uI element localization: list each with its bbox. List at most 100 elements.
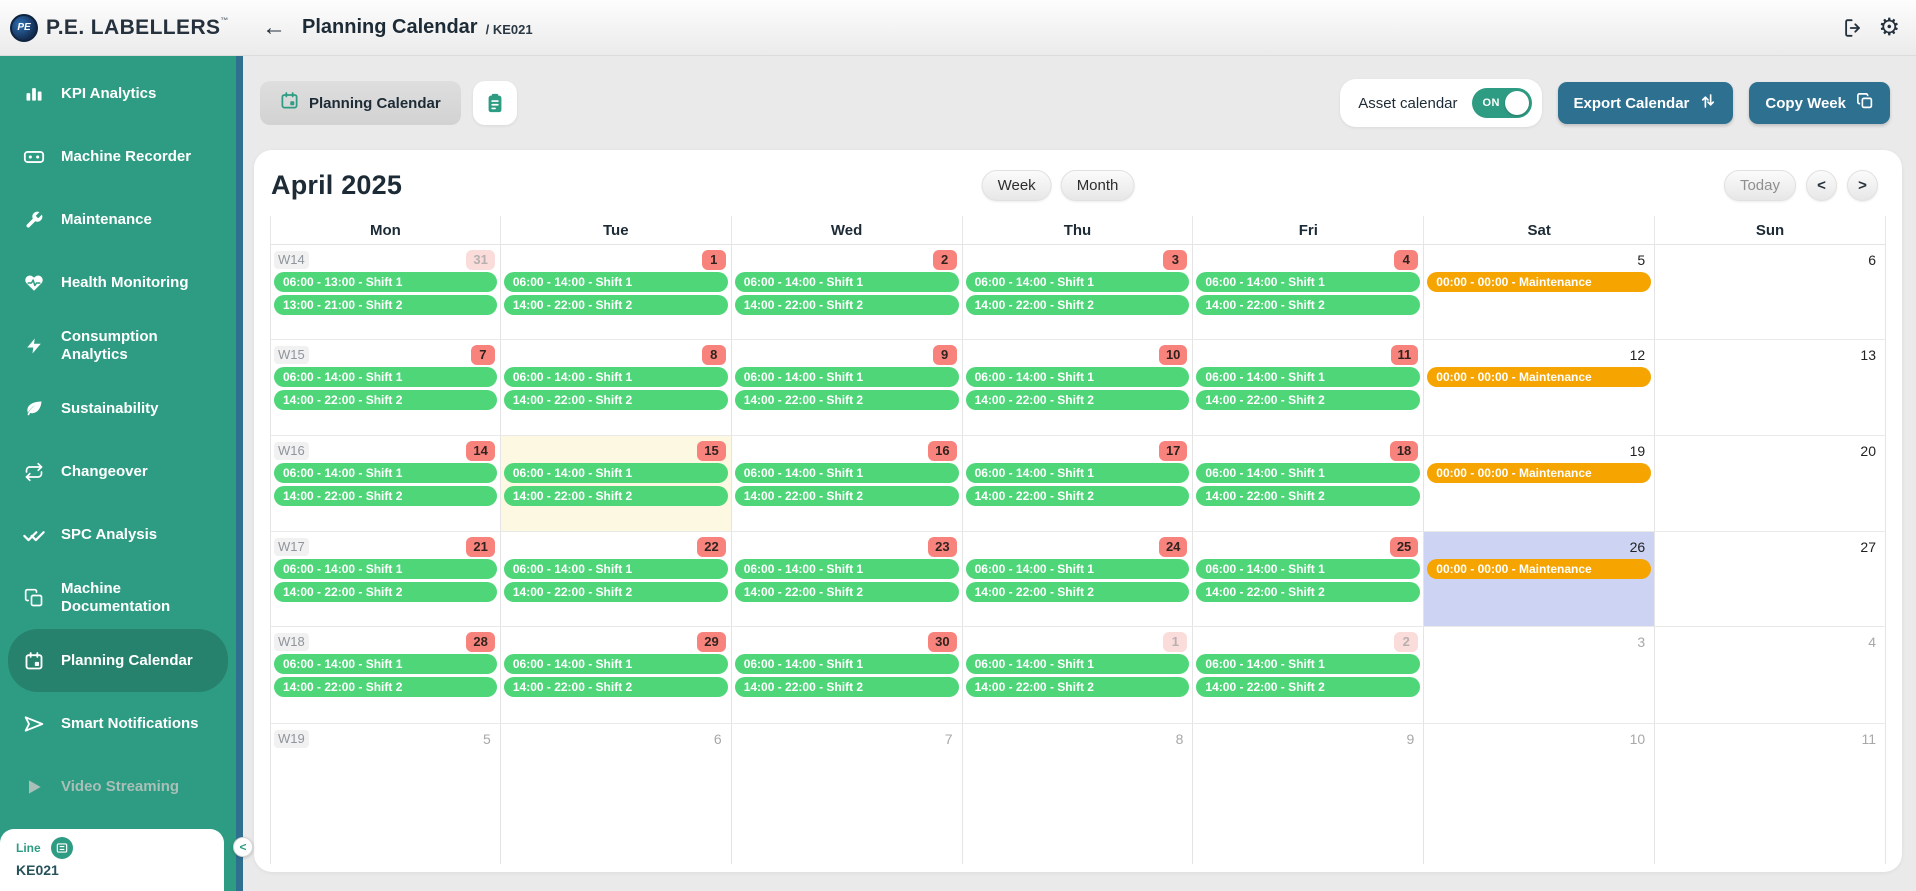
calendar-day-cell[interactable]: 22 06:00 - 14:00 - Shift 1 14:00 - 22:00 -… — [501, 532, 732, 626]
shift-event[interactable]: 14:00 - 22:00 - Shift 2 — [734, 677, 959, 697]
calendar-day-cell[interactable]: 27 — [1655, 532, 1886, 626]
maintenance-event[interactable]: 00:00 - 00:00 - Maintenance — [1427, 559, 1652, 579]
shift-event[interactable]: 14:00 - 22:00 - Shift 2 — [734, 390, 959, 410]
shift-event[interactable]: 06:00 - 14:00 - Shift 1 — [734, 654, 959, 674]
calendar-day-cell[interactable]: 23 06:00 - 14:00 - Shift 1 14:00 - 22:00 -… — [732, 532, 963, 626]
shift-event[interactable]: 14:00 - 22:00 - Shift 2 — [1196, 295, 1421, 315]
shift-event[interactable]: 06:00 - 14:00 - Shift 1 — [274, 559, 497, 579]
shift-event[interactable]: 14:00 - 22:00 - Shift 2 — [503, 677, 728, 697]
calendar-day-cell[interactable]: 11 06:00 - 14:00 - Shift 1 14:00 - 22:00 -… — [1193, 340, 1425, 435]
maintenance-event[interactable]: 00:00 - 00:00 - Maintenance — [1427, 463, 1652, 483]
sidebar-item-sustainability[interactable]: Sustainability — [0, 377, 236, 440]
export-calendar-button[interactable]: Export Calendar — [1557, 82, 1734, 124]
clipboard-icon[interactable] — [472, 81, 517, 125]
shift-event[interactable]: 06:00 - 14:00 - Shift 1 — [1196, 654, 1421, 674]
shift-event[interactable]: 14:00 - 22:00 - Shift 2 — [965, 486, 1190, 506]
calendar-day-cell[interactable]: 6 — [501, 724, 732, 864]
shift-event[interactable]: 06:00 - 14:00 - Shift 1 — [503, 559, 728, 579]
shift-event[interactable]: 06:00 - 14:00 - Shift 1 — [965, 559, 1190, 579]
shift-event[interactable]: 14:00 - 22:00 - Shift 2 — [503, 582, 728, 602]
shift-event[interactable]: 14:00 - 22:00 - Shift 2 — [734, 582, 959, 602]
shift-event[interactable]: 14:00 - 22:00 - Shift 2 — [274, 582, 497, 602]
shift-event[interactable]: 13:00 - 21:00 - Shift 2 — [274, 295, 497, 315]
calendar-day-cell[interactable]: 10 — [1424, 724, 1656, 864]
shift-event[interactable]: 06:00 - 14:00 - Shift 1 — [1196, 367, 1421, 387]
calendar-day-cell[interactable]: 5 00:00 - 00:00 - Maintenance — [1424, 245, 1656, 339]
shift-event[interactable]: 06:00 - 14:00 - Shift 1 — [274, 463, 497, 483]
shift-event[interactable]: 14:00 - 22:00 - Shift 2 — [734, 486, 959, 506]
sidebar-item-machine-documentation[interactable]: Machine Documentation — [0, 566, 236, 629]
back-button[interactable]: ← — [262, 13, 286, 41]
calendar-day-cell[interactable]: W15 7 06:00 - 14:00 - Shift 1 14:00 - 22:00… — [270, 340, 501, 435]
calendar-day-cell[interactable]: 9 — [1193, 724, 1425, 864]
calendar-day-cell[interactable]: 2 06:00 - 14:00 - Shift 1 14:00 - 22:00 - … — [732, 245, 963, 339]
calendar-day-cell[interactable]: 16 06:00 - 14:00 - Shift 1 14:00 - 22:00 -… — [732, 436, 963, 531]
sidebar-item-spc-analysis[interactable]: SPC Analysis — [0, 503, 236, 566]
shift-event[interactable]: 06:00 - 14:00 - Shift 1 — [1196, 463, 1421, 483]
prev-month-button[interactable]: < — [1806, 170, 1837, 201]
shift-event[interactable]: 14:00 - 22:00 - Shift 2 — [965, 295, 1190, 315]
shift-event[interactable]: 06:00 - 14:00 - Shift 1 — [274, 654, 497, 674]
logout-icon[interactable] — [1842, 17, 1864, 39]
calendar-day-cell[interactable]: 11 — [1655, 724, 1886, 864]
shift-event[interactable]: 06:00 - 14:00 - Shift 1 — [1196, 272, 1421, 292]
calendar-day-cell[interactable]: 20 — [1655, 436, 1886, 531]
shift-event[interactable]: 14:00 - 22:00 - Shift 2 — [274, 486, 497, 506]
calendar-day-cell[interactable]: 13 — [1655, 340, 1886, 435]
calendar-day-cell[interactable]: W14 31 06:00 - 13:00 - Shift 1 13:00 - 21:0… — [270, 245, 501, 339]
shift-event[interactable]: 14:00 - 22:00 - Shift 2 — [734, 295, 959, 315]
sidebar-item-machine-recorder[interactable]: Machine Recorder — [0, 125, 236, 188]
calendar-day-cell[interactable]: 25 06:00 - 14:00 - Shift 1 14:00 - 22:00 -… — [1193, 532, 1425, 626]
tab-planning-calendar[interactable]: Planning Calendar — [260, 81, 461, 125]
shift-event[interactable]: 14:00 - 22:00 - Shift 2 — [503, 390, 728, 410]
calendar-day-cell[interactable]: W19 5 — [270, 724, 501, 864]
shift-event[interactable]: 06:00 - 13:00 - Shift 1 — [274, 272, 497, 292]
shift-event[interactable]: 06:00 - 14:00 - Shift 1 — [503, 367, 728, 387]
calendar-day-cell[interactable]: 1 06:00 - 14:00 - Shift 1 14:00 - 22:00 - … — [501, 245, 732, 339]
shift-event[interactable]: 14:00 - 22:00 - Shift 2 — [274, 677, 497, 697]
calendar-day-cell[interactable]: 3 06:00 - 14:00 - Shift 1 14:00 - 22:00 - … — [963, 245, 1194, 339]
shift-event[interactable]: 06:00 - 14:00 - Shift 1 — [734, 272, 959, 292]
shift-event[interactable]: 06:00 - 14:00 - Shift 1 — [965, 367, 1190, 387]
shift-event[interactable]: 06:00 - 14:00 - Shift 1 — [503, 272, 728, 292]
sidebar-item-consumption-analytics[interactable]: Consumption Analytics — [0, 314, 236, 377]
calendar-day-cell[interactable]: 4 06:00 - 14:00 - Shift 1 14:00 - 22:00 - … — [1193, 245, 1425, 339]
shift-event[interactable]: 06:00 - 14:00 - Shift 1 — [965, 463, 1190, 483]
shift-event[interactable]: 14:00 - 22:00 - Shift 2 — [274, 390, 497, 410]
calendar-day-cell[interactable]: 17 06:00 - 14:00 - Shift 1 14:00 - 22:00 -… — [963, 436, 1194, 531]
maintenance-event[interactable]: 00:00 - 00:00 - Maintenance — [1427, 272, 1652, 292]
calendar-day-cell[interactable]: 3 — [1424, 627, 1656, 723]
shift-event[interactable]: 06:00 - 14:00 - Shift 1 — [503, 654, 728, 674]
shift-event[interactable]: 14:00 - 22:00 - Shift 2 — [965, 677, 1190, 697]
calendar-day-cell[interactable]: 24 06:00 - 14:00 - Shift 1 14:00 - 22:00 -… — [963, 532, 1194, 626]
calendar-day-cell[interactable]: 19 00:00 - 00:00 - Maintenance — [1424, 436, 1656, 531]
list-icon[interactable] — [50, 837, 73, 859]
shift-event[interactable]: 14:00 - 22:00 - Shift 2 — [1196, 390, 1421, 410]
view-week-button[interactable]: Week — [981, 170, 1052, 201]
asset-calendar-toggle[interactable]: ON — [1471, 88, 1532, 118]
shift-event[interactable]: 14:00 - 22:00 - Shift 2 — [965, 390, 1190, 410]
calendar-day-cell[interactable]: W16 14 06:00 - 14:00 - Shift 1 14:00 - 22:0… — [270, 436, 501, 531]
maintenance-event[interactable]: 00:00 - 00:00 - Maintenance — [1427, 367, 1652, 387]
calendar-day-cell[interactable]: 10 06:00 - 14:00 - Shift 1 14:00 - 22:00 -… — [963, 340, 1194, 435]
shift-event[interactable]: 06:00 - 14:00 - Shift 1 — [734, 559, 959, 579]
shift-event[interactable]: 06:00 - 14:00 - Shift 1 — [965, 272, 1190, 292]
shift-event[interactable]: 06:00 - 14:00 - Shift 1 — [965, 654, 1190, 674]
sidebar-item-smart-notifications[interactable]: Smart Notifications — [0, 692, 236, 755]
calendar-day-cell[interactable]: 15 06:00 - 14:00 - Shift 1 14:00 - 22:00 -… — [500, 436, 732, 531]
calendar-day-cell[interactable]: 29 06:00 - 14:00 - Shift 1 14:00 - 22:00 -… — [501, 627, 732, 723]
view-month-button[interactable]: Month — [1060, 170, 1135, 201]
shift-event[interactable]: 14:00 - 22:00 - Shift 2 — [1196, 677, 1421, 697]
shift-event[interactable]: 14:00 - 22:00 - Shift 2 — [965, 582, 1190, 602]
calendar-day-cell[interactable]: 18 06:00 - 14:00 - Shift 1 14:00 - 22:00 -… — [1193, 436, 1425, 531]
calendar-day-cell[interactable]: W17 21 06:00 - 14:00 - Shift 1 14:00 - 22:0… — [270, 532, 501, 626]
calendar-day-cell[interactable]: 30 06:00 - 14:00 - Shift 1 14:00 - 22:00 -… — [732, 627, 963, 723]
sidebar-item-kpi-analytics[interactable]: KPI Analytics — [0, 62, 236, 125]
calendar-day-cell[interactable]: 2 06:00 - 14:00 - Shift 1 14:00 - 22:00 - … — [1193, 627, 1425, 723]
shift-event[interactable]: 14:00 - 22:00 - Shift 2 — [503, 295, 728, 315]
calendar-day-cell[interactable]: 9 06:00 - 14:00 - Shift 1 14:00 - 22:00 - … — [732, 340, 963, 435]
calendar-day-cell[interactable]: 12 00:00 - 00:00 - Maintenance — [1424, 340, 1656, 435]
calendar-day-cell[interactable]: 8 06:00 - 14:00 - Shift 1 14:00 - 22:00 - … — [501, 340, 732, 435]
shift-event[interactable]: 06:00 - 14:00 - Shift 1 — [1196, 559, 1421, 579]
calendar-day-cell[interactable]: 1 06:00 - 14:00 - Shift 1 14:00 - 22:00 - … — [963, 627, 1194, 723]
